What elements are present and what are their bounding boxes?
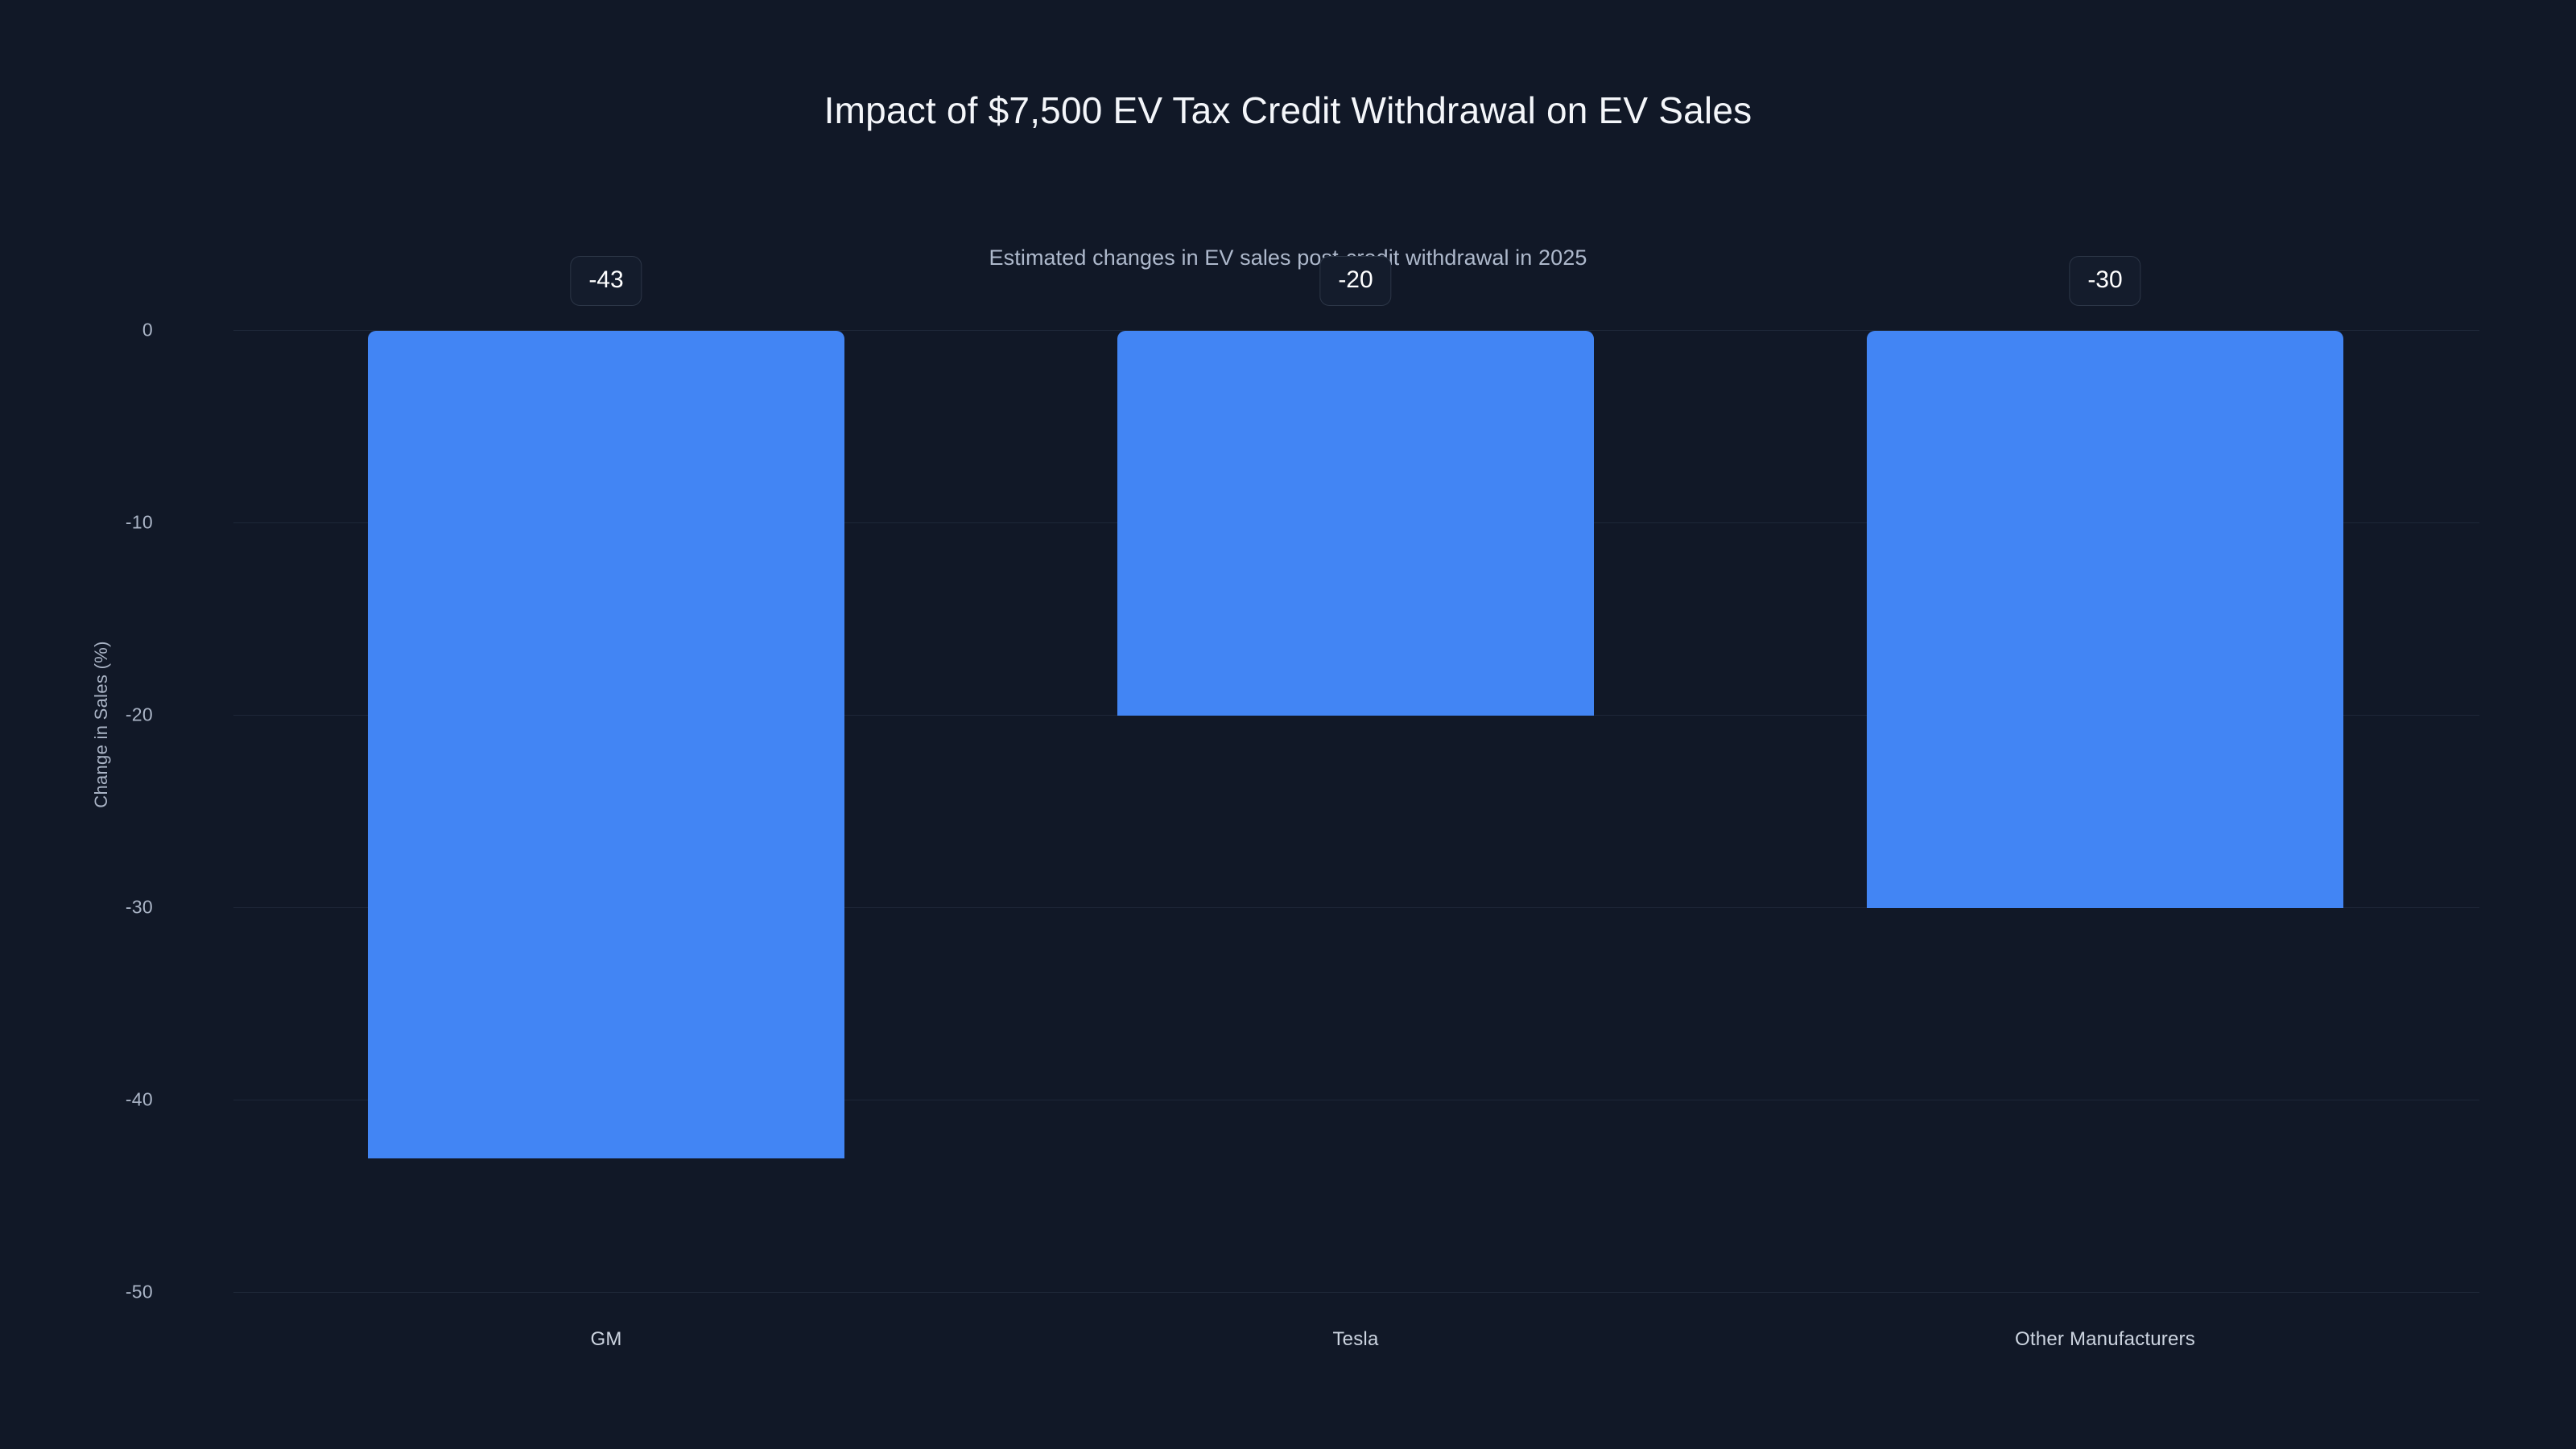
y-tick-label: -40 [125, 1088, 153, 1110]
gridline [233, 330, 2479, 331]
x-tick-label-other-manufacturers: Other Manufacturers [2015, 1328, 2195, 1350]
chart-subtitle: Estimated changes in EV sales post-credi… [989, 246, 1587, 270]
y-tick-label: -50 [125, 1281, 153, 1302]
x-tick-label-gm: GM [590, 1328, 622, 1350]
y-tick-label: -30 [125, 896, 153, 918]
gridline [233, 907, 2479, 908]
gridline [233, 1292, 2479, 1293]
page-title: Impact of $7,500 EV Tax Credit Withdrawa… [824, 89, 1752, 131]
data-label-badge-other-manufacturers: -30 [2069, 256, 2141, 306]
bar-tesla[interactable] [1117, 331, 1594, 716]
bar-other-manufacturers[interactable] [1867, 331, 2343, 908]
plot-area [233, 330, 2479, 1293]
y-tick-label: -20 [125, 704, 153, 725]
bar-gm[interactable] [368, 331, 844, 1158]
data-label-badge-tesla: -20 [1319, 256, 1392, 306]
x-tick-label-tesla: Tesla [1332, 1328, 1379, 1350]
y-tick-label: 0 [142, 319, 153, 341]
y-tick-label: -10 [125, 511, 153, 533]
data-label-badge-gm: -43 [570, 256, 642, 306]
